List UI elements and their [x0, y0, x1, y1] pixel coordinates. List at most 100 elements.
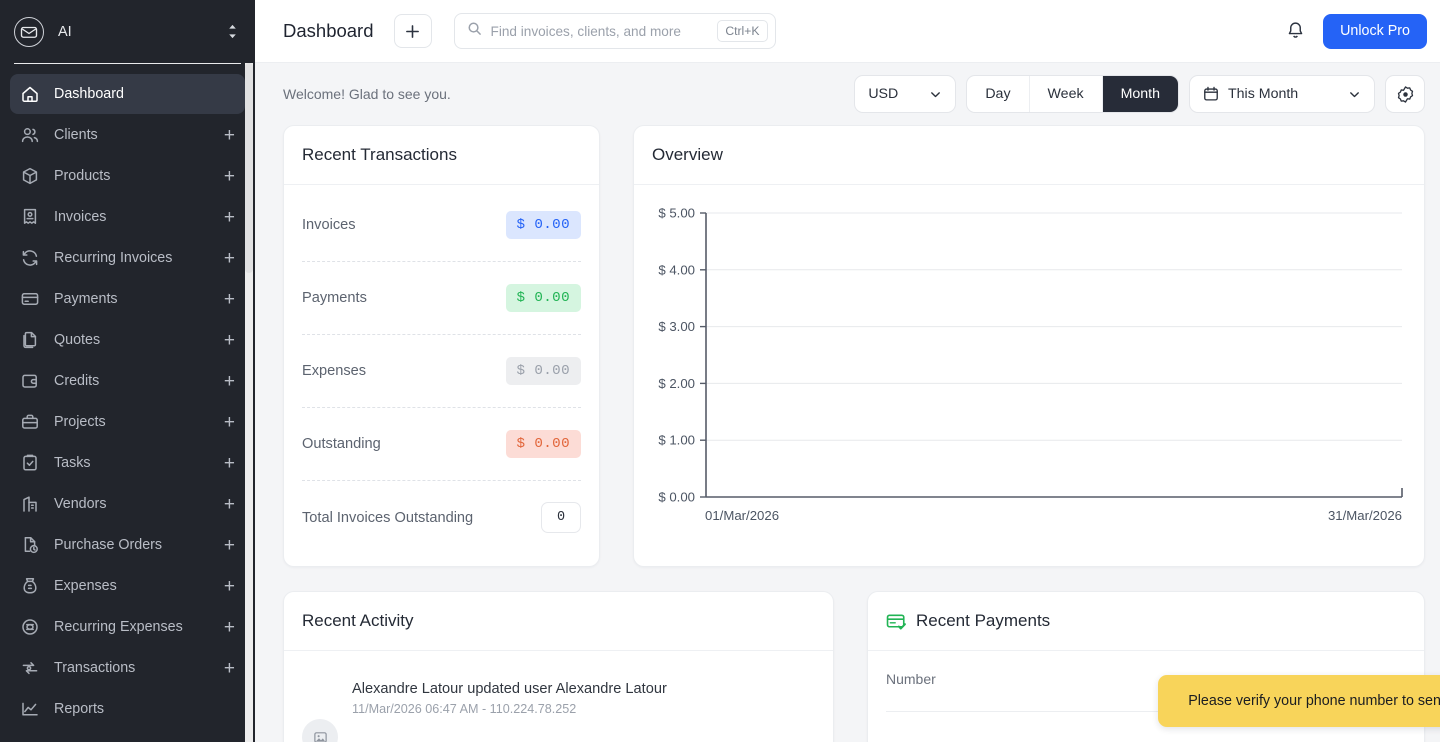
sidebar-item-add-icon[interactable]: + — [223, 370, 235, 392]
sidebar-item-recurring-expenses[interactable]: Recurring Expenses + — [10, 607, 245, 647]
recent-activity-header: Recent Activity — [284, 592, 833, 651]
sidebar-item-label: Tasks — [54, 455, 91, 471]
transaction-label: Outstanding — [302, 436, 381, 452]
period-option-day[interactable]: Day — [967, 76, 1030, 112]
cube-icon — [20, 166, 40, 186]
total-outstanding-label: Total Invoices Outstanding — [302, 509, 474, 526]
sidebar-item-label: Transactions — [54, 660, 136, 676]
sidebar-scrollbar-thumb[interactable] — [245, 63, 253, 273]
sidebar-item-add-icon[interactable]: + — [223, 206, 235, 228]
transaction-row: Invoices $ 0.00 — [302, 189, 581, 262]
recent-transactions-header: Recent Transactions — [284, 126, 599, 185]
clipboard-check-icon — [20, 453, 40, 473]
money-bag-icon — [20, 576, 40, 596]
sidebar-item-dashboard[interactable]: Dashboard — [10, 74, 245, 114]
user-avatar-icon — [302, 719, 338, 742]
overview-header: Overview — [634, 126, 1424, 185]
table-divider — [886, 711, 1406, 712]
sidebar-item-docuninja[interactable]: DocuNinja+ — [10, 730, 245, 742]
add-button[interactable] — [393, 14, 432, 48]
chevron-down-icon — [931, 91, 941, 97]
sidebar-item-clients[interactable]: Clients + — [10, 115, 245, 155]
gear-icon — [1397, 85, 1413, 103]
chevron-down-icon — [1350, 91, 1359, 97]
sidebar-item-add-icon[interactable]: + — [224, 741, 235, 742]
list-item[interactable]: Alexandre Latour updated user Alexandre … — [284, 651, 833, 742]
sidebar-item-products[interactable]: Products + — [10, 156, 245, 196]
sidebar-item-add-icon[interactable]: + — [223, 247, 235, 269]
search-input[interactable]: Find invoices, clients, and more Ctrl+K — [453, 13, 776, 49]
unlock-pro-button[interactable]: Unlock Pro — [1323, 13, 1427, 49]
sidebar-item-expenses[interactable]: Expenses + — [10, 566, 245, 606]
sidebar-item-vendors[interactable]: Vendors + — [10, 484, 245, 524]
sidebar-item-purchase-orders[interactable]: Purchase Orders + — [10, 525, 245, 565]
sidebar-item-add-icon[interactable]: + — [223, 575, 235, 597]
table-column-header: Number — [886, 671, 936, 687]
sidebar-item-add-icon[interactable]: + — [223, 534, 235, 556]
sidebar-scrollbar-track[interactable] — [245, 63, 253, 742]
sidebar-item-add-icon[interactable]: + — [223, 493, 235, 515]
sidebar-item-invoices[interactable]: Invoices + — [10, 197, 245, 237]
sidebar-item-payments[interactable]: Payments + — [10, 279, 245, 319]
search-shortcut-badge: Ctrl+K — [717, 20, 768, 42]
search-icon — [467, 21, 482, 41]
sidebar-item-label: Reports — [54, 701, 105, 717]
sidebar-item-label: Recurring Expenses — [54, 619, 183, 635]
sidebar-item-label: Clients — [54, 127, 98, 143]
building-icon — [20, 494, 40, 514]
date-range-select[interactable]: This Month — [1189, 75, 1375, 113]
main-area: Dashboard Find invoices, clients, and mo… — [255, 0, 1440, 742]
svg-text:$ 1.00: $ 1.00 — [658, 433, 695, 448]
documents-icon — [20, 330, 40, 350]
activity-description: Alexandre Latour updated user Alexandre … — [352, 681, 667, 697]
activity-meta: 11/Mar/2026 06:47 AM - 110.224.78.252 — [352, 702, 577, 716]
card-title: Recent Payments — [916, 611, 1051, 630]
toolbar-controls: USD Day Week Month This Month — [854, 75, 1425, 113]
topbar: Dashboard Find invoices, clients, and mo… — [255, 0, 1440, 63]
date-range-value: This Month — [1228, 86, 1299, 102]
toolbar: Welcome! Glad to see you. USD Day Week Mon… — [255, 63, 1440, 125]
period-option-month[interactable]: Month — [1102, 76, 1178, 112]
currency-select[interactable]: USD — [854, 75, 957, 113]
payment-card-check-icon — [886, 611, 907, 632]
sidebar: AI Dashboard Clients + Products + Invoices + Re… — [0, 0, 255, 742]
sidebar-item-add-icon[interactable]: + — [223, 329, 235, 351]
chart-line-icon — [20, 699, 40, 719]
sidebar-item-recurring-invoices[interactable]: Recurring Invoices + — [10, 238, 245, 278]
sidebar-item-add-icon[interactable]: + — [223, 124, 235, 146]
sidebar-item-add-icon[interactable]: + — [223, 411, 235, 433]
chevron-up-down-icon[interactable] — [226, 23, 239, 40]
period-segmented-control[interactable]: Day Week Month — [966, 75, 1179, 113]
sidebar-item-label: Recurring Invoices — [54, 250, 173, 266]
sidebar-item-add-icon[interactable]: + — [223, 288, 235, 310]
sidebar-item-label: Vendors — [54, 496, 107, 512]
recent-payments-body: Number — [868, 651, 1424, 712]
sidebar-item-add-icon[interactable]: + — [223, 616, 235, 638]
sidebar-item-quotes[interactable]: Quotes + — [10, 320, 245, 360]
sidebar-item-add-icon[interactable]: + — [223, 452, 235, 474]
top-cards-row: Recent Transactions Invoices $ 0.00 Paymen… — [283, 125, 1425, 567]
transaction-label: Expenses — [302, 363, 367, 379]
sidebar-nav: Dashboard Clients + Products + Invoices + Recur… — [0, 64, 255, 742]
invoice-icon — [20, 207, 40, 227]
briefcase-icon — [20, 412, 40, 432]
period-option-week[interactable]: Week — [1030, 76, 1103, 112]
sidebar-item-add-icon[interactable]: + — [223, 165, 235, 187]
sidebar-item-add-icon[interactable]: + — [223, 657, 235, 679]
settings-button[interactable] — [1385, 75, 1425, 113]
sidebar-item-tasks[interactable]: Tasks + — [10, 443, 245, 483]
card-title: Overview — [652, 145, 723, 164]
overview-chart[interactable]: $ 0.00 $ 1.00 $ 2.00 $ 3.00 $ 4.00 $ 5.00 01/M… — [634, 185, 1424, 545]
sidebar-item-projects[interactable]: Projects + — [10, 402, 245, 442]
total-outstanding-value: 0 — [541, 502, 581, 533]
sidebar-item-reports[interactable]: Reports — [10, 689, 245, 729]
sidebar-item-credits[interactable]: Credits + — [10, 361, 245, 401]
transaction-label: Payments — [302, 290, 367, 306]
transaction-row: Payments $ 0.00 — [302, 262, 581, 335]
brand-switcher[interactable]: AI — [0, 0, 255, 63]
total-outstanding-row: Total Invoices Outstanding 0 — [302, 481, 581, 554]
bell-icon[interactable] — [1286, 21, 1305, 41]
brand-name: AI — [58, 23, 72, 40]
sidebar-item-transactions[interactable]: Transactions + — [10, 648, 245, 688]
